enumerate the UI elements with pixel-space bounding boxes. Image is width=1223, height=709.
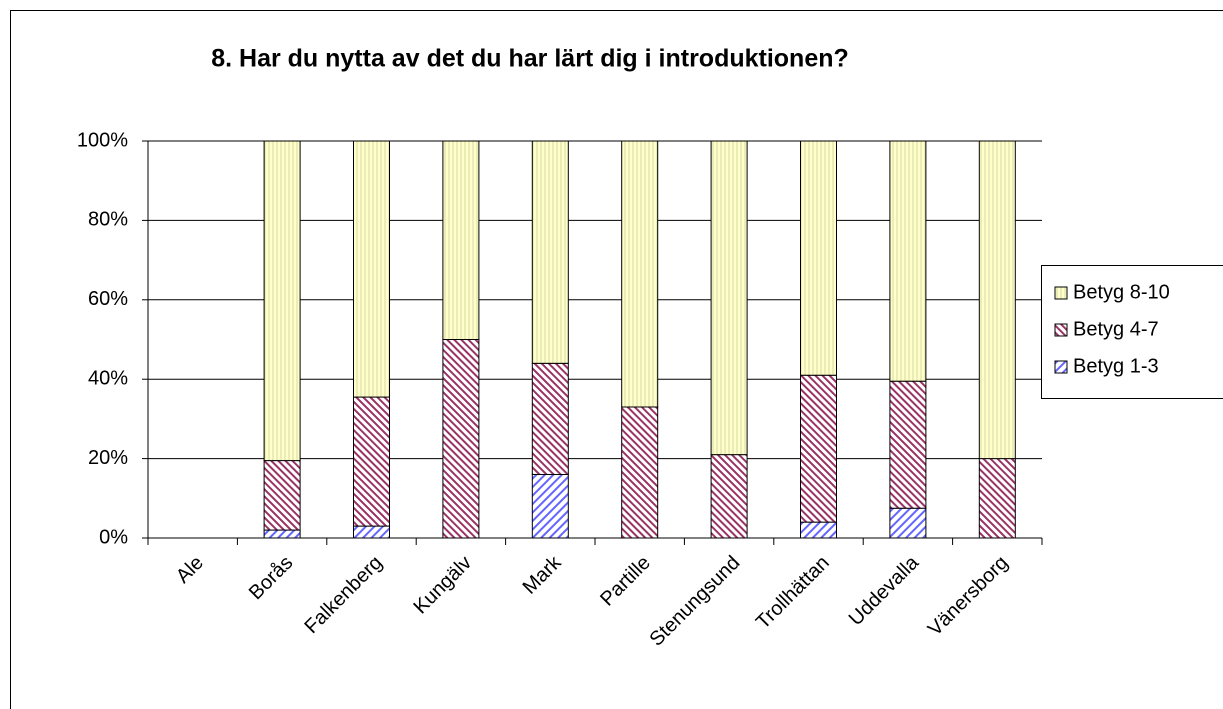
legend-label: Betyg 8-10 <box>1073 281 1170 303</box>
y-tick-label: 20% <box>88 447 128 469</box>
bar-segment <box>442 339 480 539</box>
legend-label: Betyg 1-3 <box>1073 355 1159 377</box>
bar-segment <box>621 140 659 408</box>
bar-segment <box>710 454 748 539</box>
bar-segment <box>531 473 569 539</box>
bar-segment <box>442 140 480 340</box>
bar-segment <box>800 374 837 523</box>
y-tick-label: 60% <box>88 288 128 310</box>
bar-segment <box>353 140 390 398</box>
bar-segment <box>263 140 301 462</box>
y-tick-label: 80% <box>88 209 128 231</box>
y-tick-label: 100% <box>77 129 128 151</box>
bar-segment <box>889 380 927 509</box>
bar-segment <box>263 529 301 539</box>
y-tick-label: 40% <box>88 367 128 389</box>
y-tick-label: 0% <box>99 526 128 548</box>
chart-title: 8. Har du nytta av det du har lärt dig i… <box>211 45 849 73</box>
bar-segment <box>353 396 390 527</box>
bar-segment <box>800 140 837 376</box>
legend-swatch <box>1054 360 1068 374</box>
bar-segment <box>621 406 659 539</box>
bar-segment <box>978 140 1016 460</box>
legend-swatch <box>1054 286 1068 300</box>
bar-segment <box>710 140 748 456</box>
legend-swatch <box>1054 323 1068 337</box>
chart-border <box>10 10 1223 709</box>
bar-segment <box>889 507 927 539</box>
bar-segment <box>531 362 569 475</box>
bar-segment <box>531 140 569 364</box>
bar-segment <box>889 140 927 382</box>
bar-segment <box>978 458 1016 539</box>
legend-box <box>1041 265 1223 399</box>
bar-segment <box>800 521 837 539</box>
bar-segment <box>263 460 301 531</box>
legend-label: Betyg 4-7 <box>1073 318 1159 340</box>
bar-segment <box>353 525 390 539</box>
